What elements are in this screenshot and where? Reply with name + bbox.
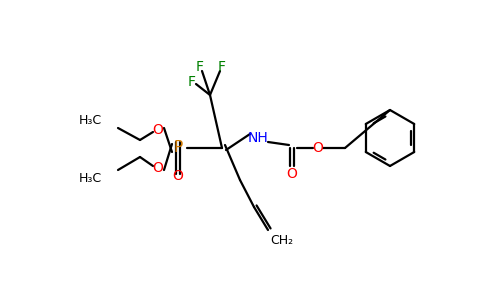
Text: O: O — [313, 141, 323, 155]
Text: NH: NH — [248, 131, 268, 145]
Text: H₃C: H₃C — [79, 172, 102, 184]
Text: P: P — [173, 140, 182, 155]
Text: O: O — [287, 167, 298, 181]
Text: F: F — [196, 60, 204, 74]
Text: F: F — [218, 60, 226, 74]
Text: F: F — [188, 75, 196, 89]
Text: O: O — [173, 169, 183, 183]
Text: H₃C: H₃C — [79, 115, 102, 128]
Text: O: O — [152, 161, 164, 175]
Text: O: O — [152, 123, 164, 137]
Text: CH₂: CH₂ — [271, 233, 294, 247]
